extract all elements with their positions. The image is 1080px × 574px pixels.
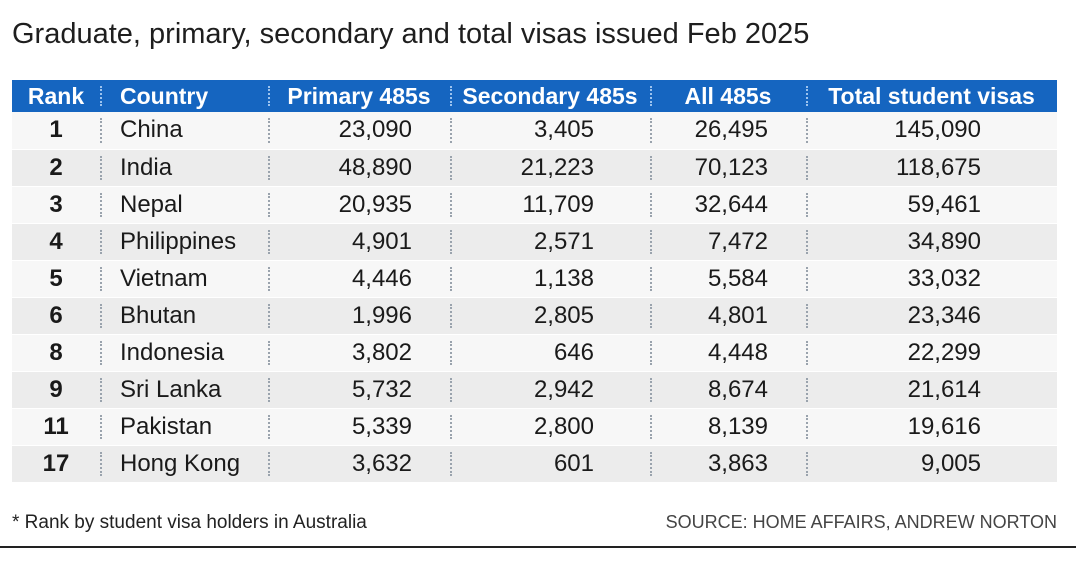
cell-rank: 11 — [12, 407, 100, 445]
cell-primary-485s: 4,446 — [268, 259, 450, 297]
cell-total-student-visas: 9,005 — [806, 444, 1057, 482]
header-all-485s: All 485s — [650, 80, 806, 112]
cell-total-student-visas: 23,346 — [806, 296, 1057, 334]
table-row: 1 China 23,090 3,405 26,495 145,090 — [12, 112, 1057, 149]
table-row: 2 India 48,890 21,223 70,123 118,675 — [12, 148, 1057, 186]
header-primary-485s: Primary 485s — [268, 80, 450, 112]
cell-country: Nepal — [100, 185, 268, 223]
cell-country: Indonesia — [100, 333, 268, 371]
cell-total-student-visas: 145,090 — [806, 112, 1057, 149]
cell-country: Hong Kong — [100, 444, 268, 482]
cell-secondary-485s: 646 — [450, 333, 650, 371]
cell-secondary-485s: 2,800 — [450, 407, 650, 445]
cell-all-485s: 4,448 — [650, 333, 806, 371]
cell-rank: 3 — [12, 185, 100, 223]
source-credit: SOURCE: HOME AFFAIRS, ANDREW NORTON — [665, 512, 1057, 532]
cell-country: Vietnam — [100, 259, 268, 297]
visa-table: Rank Country Primary 485s Secondary 485s… — [12, 80, 1057, 482]
cell-all-485s: 5,584 — [650, 259, 806, 297]
cell-secondary-485s: 2,805 — [450, 296, 650, 334]
bottom-divider — [0, 546, 1076, 548]
header-secondary-485s: Secondary 485s — [450, 80, 650, 112]
cell-country: Philippines — [100, 222, 268, 260]
cell-rank: 2 — [12, 148, 100, 186]
cell-primary-485s: 20,935 — [268, 185, 450, 223]
table-row: 9 Sri Lanka 5,732 2,942 8,674 21,614 — [12, 370, 1057, 408]
cell-secondary-485s: 601 — [450, 444, 650, 482]
cell-total-student-visas: 118,675 — [806, 148, 1057, 186]
cell-all-485s: 7,472 — [650, 222, 806, 260]
cell-all-485s: 3,863 — [650, 444, 806, 482]
footnote: * Rank by student visa holders in Austra… — [12, 512, 367, 533]
cell-secondary-485s: 2,942 — [450, 370, 650, 408]
cell-secondary-485s: 3,405 — [450, 112, 650, 149]
table-row: 11 Pakistan 5,339 2,800 8,139 19,616 — [12, 407, 1057, 445]
chart-title: Graduate, primary, secondary and total v… — [12, 18, 810, 50]
cell-secondary-485s: 2,571 — [450, 222, 650, 260]
cell-all-485s: 70,123 — [650, 148, 806, 186]
cell-secondary-485s: 1,138 — [450, 259, 650, 297]
cell-country: China — [100, 112, 268, 149]
cell-rank: 6 — [12, 296, 100, 334]
cell-total-student-visas: 19,616 — [806, 407, 1057, 445]
cell-total-student-visas: 59,461 — [806, 185, 1057, 223]
cell-primary-485s: 5,732 — [268, 370, 450, 408]
table-row: 17 Hong Kong 3,632 601 3,863 9,005 — [12, 444, 1057, 482]
cell-secondary-485s: 21,223 — [450, 148, 650, 186]
table-row: 4 Philippines 4,901 2,571 7,472 34,890 — [12, 222, 1057, 260]
cell-rank: 9 — [12, 370, 100, 408]
cell-country: Sri Lanka — [100, 370, 268, 408]
cell-secondary-485s: 11,709 — [450, 185, 650, 223]
cell-all-485s: 26,495 — [650, 112, 806, 149]
table-header-row: Rank Country Primary 485s Secondary 485s… — [12, 80, 1057, 112]
table-row: 5 Vietnam 4,446 1,138 5,584 33,032 — [12, 259, 1057, 297]
cell-country: India — [100, 148, 268, 186]
cell-country: Bhutan — [100, 296, 268, 334]
cell-primary-485s: 3,632 — [268, 444, 450, 482]
header-country: Country — [100, 80, 268, 112]
cell-rank: 4 — [12, 222, 100, 260]
cell-all-485s: 4,801 — [650, 296, 806, 334]
cell-total-student-visas: 33,032 — [806, 259, 1057, 297]
cell-rank: 8 — [12, 333, 100, 371]
cell-primary-485s: 1,996 — [268, 296, 450, 334]
cell-all-485s: 8,674 — [650, 370, 806, 408]
table-body: 1 China 23,090 3,405 26,495 145,090 2 India 48,8… — [12, 112, 1057, 482]
header-rank: Rank — [27, 82, 85, 109]
table-row: 3 Nepal 20,935 11,709 32,644 59,461 — [12, 185, 1057, 223]
cell-primary-485s: 3,802 — [268, 333, 450, 371]
cell-primary-485s: 23,090 — [268, 112, 450, 149]
cell-primary-485s: 5,339 — [268, 407, 450, 445]
table-row: 8 Indonesia 3,802 646 4,448 22,299 — [12, 333, 1057, 371]
cell-primary-485s: 48,890 — [268, 148, 450, 186]
header-total-student-visas: Total student visas — [806, 80, 1057, 112]
cell-all-485s: 32,644 — [650, 185, 806, 223]
cell-primary-485s: 4,901 — [268, 222, 450, 260]
visa-table-container: Rank Country Primary 485s Secondary 485s… — [12, 80, 1057, 482]
cell-total-student-visas: 34,890 — [806, 222, 1057, 260]
cell-country: Pakistan — [100, 407, 268, 445]
cell-total-student-visas: 21,614 — [806, 370, 1057, 408]
cell-total-student-visas: 22,299 — [806, 333, 1057, 371]
cell-all-485s: 8,139 — [650, 407, 806, 445]
table-row: 6 Bhutan 1,996 2,805 4,801 23,346 — [12, 296, 1057, 334]
cell-rank: 1 — [49, 116, 63, 144]
cell-rank: 5 — [12, 259, 100, 297]
cell-rank: 17 — [12, 444, 100, 482]
